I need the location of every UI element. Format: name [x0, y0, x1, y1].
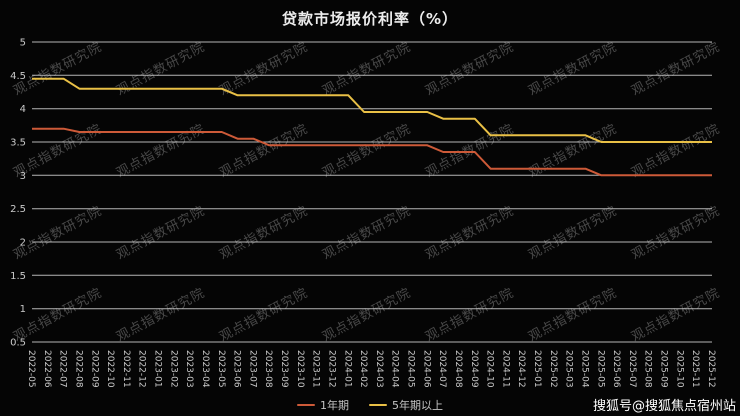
- x-axis-label: 2023-03: [184, 350, 194, 388]
- x-axis-label: 2023-06: [232, 350, 242, 388]
- x-axis-label: 2024-02: [358, 350, 368, 388]
- x-axis-label: 2025-06: [611, 350, 621, 388]
- x-axis-label: 2025-08: [643, 350, 653, 388]
- legend-item-1-year[interactable]: 1年期: [297, 397, 349, 413]
- x-axis-label: 2022-06: [42, 350, 52, 388]
- x-axis-label: 2024-05: [406, 350, 416, 388]
- x-axis-label: 2023-05: [216, 350, 226, 388]
- legend-marker-1-year-icon: [297, 404, 315, 406]
- y-axis-label: 4.5: [10, 71, 26, 82]
- legend-label-1-year: 1年期: [320, 399, 349, 412]
- y-axis-label: 3: [20, 171, 26, 182]
- chart-title: 贷款市场报价利率（%）: [281, 10, 459, 28]
- x-axis-label: 2022-05: [26, 350, 36, 388]
- legend-marker-5-year-icon: [369, 404, 387, 406]
- x-axis-label: 2025-12: [706, 350, 716, 388]
- y-axis-label: 1: [20, 304, 26, 315]
- x-axis-label: 2023-04: [200, 350, 210, 388]
- x-axis-label: 2022-09: [89, 350, 99, 388]
- x-axis-label: 2025-03: [564, 350, 574, 388]
- x-axis-label: 2022-11: [121, 350, 131, 388]
- legend: 1年期 5年期以上: [0, 397, 740, 413]
- y-axis-label: 1.5: [10, 271, 26, 282]
- x-axis-label: 2023-08: [263, 350, 273, 388]
- legend-item-5-year[interactable]: 5年期以上: [369, 397, 443, 413]
- x-axis-label: 2024-04: [390, 350, 400, 388]
- x-axis-label: 2025-07: [627, 350, 637, 388]
- x-axis-label: 2025-04: [580, 350, 590, 388]
- legend-label-5-year: 5年期以上: [392, 399, 443, 412]
- y-axis-label: 2: [20, 238, 26, 249]
- x-axis-label: 2022-10: [105, 350, 115, 388]
- y-axis-label: 3.5: [10, 138, 26, 149]
- x-axis-label: 2023-10: [295, 350, 305, 388]
- x-axis-label: 2024-01: [342, 350, 352, 388]
- x-axis-label: 2023-07: [247, 350, 257, 388]
- x-axis-label: 2025-05: [595, 350, 605, 388]
- x-axis-label: 2025-11: [690, 350, 700, 388]
- x-axis-label: 2022-12: [137, 350, 147, 388]
- x-axis-label: 2023-02: [168, 350, 178, 388]
- y-axis-label: 0.5: [10, 338, 26, 349]
- x-axis-label: 2024-11: [500, 350, 510, 388]
- y-axis-label: 2.5: [10, 204, 26, 215]
- x-axis-label: 2025-09: [659, 350, 669, 388]
- x-axis-label: 2022-08: [73, 350, 83, 388]
- x-axis-label: 2024-07: [437, 350, 447, 388]
- x-axis-label: 2024-12: [516, 350, 526, 388]
- x-axis-label: 2023-01: [153, 350, 163, 388]
- x-axis-label: 2024-06: [421, 350, 431, 388]
- x-axis-label: 2023-09: [279, 350, 289, 388]
- x-axis-label: 2022-07: [58, 350, 68, 388]
- x-axis-label: 2023-11: [311, 350, 321, 388]
- series-line-0: [32, 127, 712, 177]
- x-axis-label: 2024-03: [374, 350, 384, 388]
- x-axis-label: 2024-09: [469, 350, 479, 388]
- x-axis-label: 2025-10: [674, 350, 684, 388]
- y-axis-label: 4: [20, 104, 26, 115]
- x-axis-label: 2025-02: [548, 350, 558, 388]
- x-axis-label: 2025-01: [532, 350, 542, 388]
- y-axis-label: 5: [20, 38, 26, 49]
- x-axis-label: 2024-10: [485, 350, 495, 388]
- x-axis-label: 2023-12: [327, 350, 337, 388]
- source-caption: 搜狐号@搜狐焦点宿州站: [592, 399, 736, 414]
- x-axis-label: 2024-08: [453, 350, 463, 388]
- series-line-1: [32, 77, 712, 143]
